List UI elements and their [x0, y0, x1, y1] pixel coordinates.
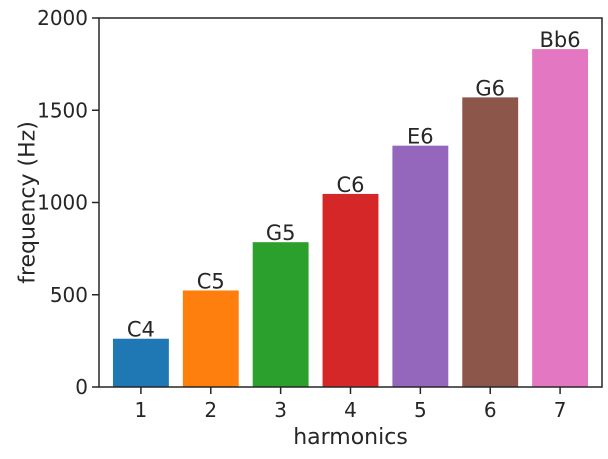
bar-1	[112, 338, 169, 387]
x-tick-label-3: 3	[274, 398, 287, 422]
bars	[112, 49, 589, 388]
bar-2	[182, 290, 239, 387]
y-axis: 0 500 1000 1500 2000	[37, 6, 99, 399]
x-tick-label-2: 2	[204, 398, 217, 422]
y-tick-label-0: 0	[75, 375, 88, 399]
bar-label-7: Bb6	[540, 28, 581, 52]
y-tick-label-500: 500	[50, 283, 88, 307]
x-axis: 1 2 3 4 5 6 7	[135, 387, 567, 422]
bar-5	[392, 145, 449, 387]
bar-label-6: G6	[475, 76, 505, 100]
x-tick-label-5: 5	[414, 398, 427, 422]
y-tick-label-1000: 1000	[37, 191, 88, 215]
bar-7	[532, 49, 589, 388]
bar-4	[322, 193, 379, 387]
bar-label-3: G5	[266, 221, 296, 245]
bar-6	[462, 97, 519, 387]
y-tick-label-1500: 1500	[37, 98, 88, 122]
bar-label-1: C4	[127, 318, 155, 342]
y-axis-label: frequency (Hz)	[16, 121, 41, 284]
bar-label-2: C5	[197, 269, 225, 293]
bar-3	[252, 242, 309, 387]
x-tick-label-7: 7	[554, 398, 567, 422]
y-tick-label-2000: 2000	[37, 6, 88, 30]
bar-label-4: C6	[336, 173, 364, 197]
x-tick-label-1: 1	[135, 398, 148, 422]
x-tick-label-4: 4	[344, 398, 357, 422]
bar-labels: C4 C5 G5 C6 E6 G6 Bb6	[127, 28, 581, 342]
bar-label-5: E6	[407, 125, 434, 149]
x-tick-label-6: 6	[484, 398, 497, 422]
x-axis-label: harmonics	[293, 425, 408, 450]
